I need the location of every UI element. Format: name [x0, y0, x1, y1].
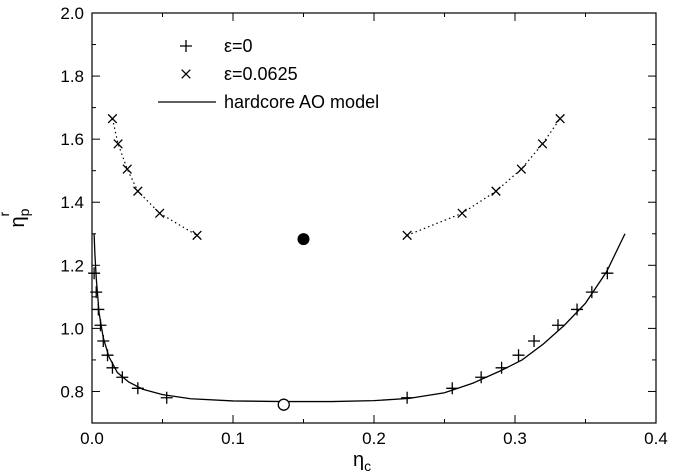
cross-point	[154, 208, 165, 219]
x-tick-label: 0.2	[362, 429, 386, 448]
y-tick-label: 1.8	[60, 67, 84, 86]
cross-point	[457, 208, 467, 219]
filled-circle-point	[297, 233, 310, 246]
cross-point	[122, 164, 133, 174]
plus-point	[88, 267, 101, 280]
x-tick-label: 0.4	[644, 429, 668, 448]
x-tick-label: 0.1	[221, 429, 245, 448]
x-tick-label: 0.0	[80, 429, 104, 448]
plus-point	[552, 319, 565, 332]
dotted-branch-line	[111, 118, 198, 236]
y-tick-label: 0.8	[60, 382, 84, 401]
plot-frame	[91, 12, 657, 424]
y-tick-label: 1.2	[60, 256, 84, 275]
y-tick-label: 1.4	[60, 193, 84, 212]
plus-point	[571, 303, 584, 316]
series-layer	[88, 113, 626, 411]
cross-point	[516, 164, 527, 174]
plus-point	[528, 335, 541, 347]
cross-point	[113, 139, 123, 149]
open-circle-point	[277, 398, 290, 411]
plus-point	[90, 286, 103, 299]
cross-point	[537, 139, 548, 149]
hardcore-ao-curve	[93, 233, 626, 403]
legend-label: ε=0	[224, 36, 253, 56]
legend-cross-symbol	[181, 69, 191, 79]
cross-point	[402, 230, 412, 241]
y-tick-label: 2.0	[60, 4, 84, 23]
cross-point	[491, 186, 501, 196]
legend-plus-symbol	[180, 40, 192, 52]
y-tick-label: 1.0	[60, 319, 84, 338]
dotted-branch-line	[406, 118, 561, 236]
cross-point	[192, 230, 202, 241]
cross-point	[133, 186, 143, 196]
legend-label: ε=0.0625	[224, 64, 298, 84]
x-axis-label: ηc	[353, 449, 371, 474]
plus-point	[585, 286, 598, 299]
plus-point	[512, 349, 525, 362]
x-tick-label: 0.3	[503, 429, 527, 448]
cross-point	[555, 113, 565, 124]
y-axis-label: ηpr	[0, 208, 32, 227]
cross-point	[107, 113, 118, 124]
legend: ε=0 ε=0.0625 hardcore AO model	[158, 36, 379, 112]
plus-point	[160, 391, 173, 404]
legend-label: hardcore AO model	[224, 92, 379, 112]
axis-ticks: 0.0 0.1 0.2 0.3 0.4 0.8 1.0 1.2 1.4 1.6 1.8 2.0	[60, 4, 667, 448]
svg-text:ηpr: ηpr	[0, 208, 32, 227]
y-tick-label: 1.6	[60, 130, 84, 149]
